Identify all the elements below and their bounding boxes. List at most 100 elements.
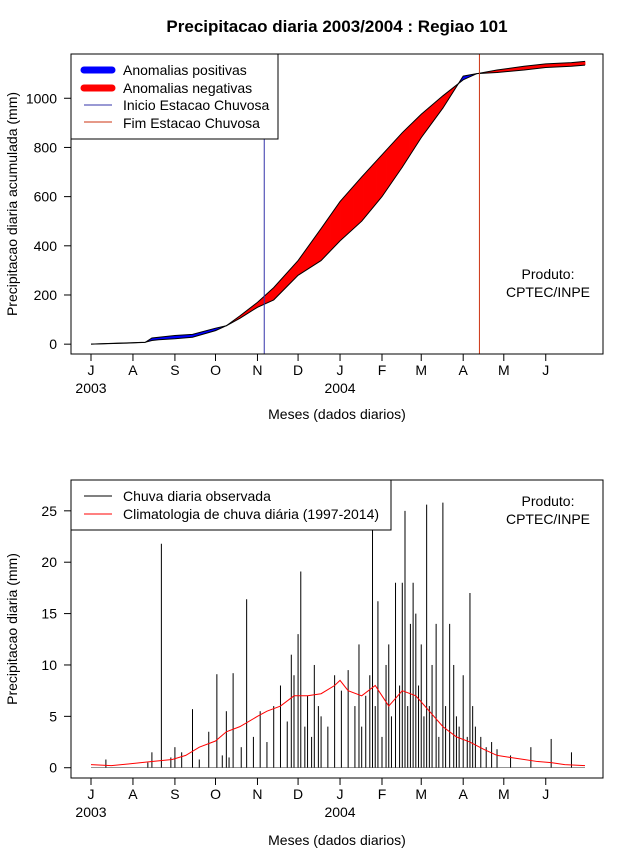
daily-axes: J A S O N D J F M A M J 2003 2004 0 5 10 15 20 25 [41, 503, 549, 820]
accumulated-y-tick-label: 400 [34, 238, 58, 254]
negative-anomaly-segment [441, 95, 444, 110]
negative-anomaly-segment [514, 67, 517, 71]
daily-x-tick-label: D [293, 786, 303, 802]
negative-anomaly-segment [563, 62, 566, 67]
negative-anomaly-segment [257, 301, 260, 308]
negative-anomaly-segment [330, 213, 333, 251]
negative-anomaly-segment [411, 122, 414, 153]
negative-anomaly-segment [302, 253, 304, 273]
negative-anomaly-segment [507, 68, 510, 72]
negative-anomaly-segment [567, 62, 570, 67]
negative-anomaly-segment [532, 65, 534, 70]
accumulated-y-axis-label: Precipitacao diaria acumulada (mm) [4, 92, 20, 316]
accumulated-x-tick-label: A [459, 362, 469, 378]
negative-anomaly-segment [317, 232, 319, 264]
legend-label-end: Fim Estacao Chuvosa [123, 115, 260, 131]
accumulated-y-tick-label: 1000 [26, 90, 57, 106]
accumulated-x-tick-label: J [542, 362, 549, 378]
negative-anomaly-segment [318, 230, 321, 263]
negative-anomaly-segment [277, 281, 280, 296]
daily-x-tick-label: S [170, 786, 179, 802]
accumulated-y-tick-label: 600 [34, 189, 58, 205]
negative-anomaly-segment [548, 63, 551, 68]
positive-anomaly-segment [160, 336, 162, 340]
negative-anomaly-segment [349, 189, 352, 233]
negative-anomaly-segment [281, 277, 284, 292]
negative-anomaly-segment [368, 168, 371, 214]
negative-anomaly-segment [383, 151, 386, 195]
negative-anomaly-segment [300, 254, 303, 274]
climatology-daily-line [90, 679, 586, 767]
negative-anomaly-segment [524, 66, 526, 70]
daily-y-axis-label: Precipitacao diaria (mm) [4, 553, 20, 705]
negative-anomaly-segment [425, 109, 428, 133]
daily-year-label: 2003 [75, 804, 106, 820]
accumulated-x-tick-label: J [337, 362, 344, 378]
negative-anomaly-segment [440, 96, 442, 112]
accumulated-y-tick-label: 800 [34, 139, 58, 155]
negative-anomaly-segment [361, 175, 364, 222]
negative-anomaly-segment [529, 65, 532, 70]
accumulated-x-tick-label: M [415, 362, 427, 378]
positive-anomaly-segment [191, 334, 193, 338]
negative-anomaly-segment [365, 171, 368, 217]
positive-anomaly-segment [170, 335, 173, 339]
negative-anomaly-segment [543, 63, 545, 68]
negative-anomaly-segment [437, 99, 440, 116]
negative-anomaly-segment [341, 198, 344, 240]
negative-anomaly-segment [436, 100, 438, 118]
negative-anomaly-segment [515, 67, 518, 71]
negative-anomaly-segment [346, 192, 349, 235]
negative-anomaly-segment [506, 68, 509, 72]
accumulated-x-tick-label: N [252, 362, 262, 378]
negative-anomaly-segment [547, 63, 549, 68]
positive-anomaly-segment [185, 334, 188, 338]
daily-x-tick-label: A [128, 786, 138, 802]
negative-anomaly-segment [497, 69, 499, 73]
negative-anomaly-segment [406, 127, 409, 161]
negative-anomaly-segment [345, 193, 348, 236]
negative-anomaly-segment [308, 243, 311, 269]
daily-x-tick-label: F [378, 786, 387, 802]
accumulated-x-tick-label: S [170, 362, 179, 378]
legend-label-start: Inicio Estacao Chuvosa [123, 97, 270, 113]
negative-anomaly-segment [258, 299, 261, 307]
daily-x-tick-label: A [459, 786, 469, 802]
daily-x-tick-label: J [88, 786, 95, 802]
daily-x-tick-label: J [542, 786, 549, 802]
negative-anomaly-segment [338, 201, 341, 243]
negative-anomaly-segment [568, 62, 571, 67]
negative-anomaly-segment [325, 220, 327, 257]
negative-anomaly-segment [356, 181, 359, 227]
negative-anomaly-segment [260, 298, 262, 307]
daily-x-tick-label: O [210, 786, 221, 802]
negative-anomaly-segment [276, 283, 279, 298]
negative-anomaly-segment [289, 268, 292, 284]
negative-anomaly-segment [288, 269, 291, 285]
accumulated-x-axis-label: Meses (dados diarios) [268, 406, 406, 422]
negative-anomaly-segment [376, 159, 379, 204]
negative-anomaly-segment [323, 222, 326, 258]
positive-anomaly-segment [166, 336, 169, 340]
negative-anomaly-segment [272, 287, 275, 301]
negative-anomaly-segment [407, 126, 410, 159]
negative-anomaly-segment [582, 61, 585, 66]
negative-anomaly-segment [576, 61, 579, 66]
negative-anomaly-segment [522, 66, 525, 71]
negative-anomaly-segment [269, 290, 272, 302]
accumulated-x-tick-label: F [378, 362, 387, 378]
negative-anomaly-segment [442, 94, 445, 109]
negative-anomaly-segment [509, 68, 511, 72]
negative-anomaly-segment [329, 215, 331, 253]
negative-anomaly-segment [556, 63, 559, 68]
accumulated-x-tick-label: A [128, 362, 138, 378]
negative-anomaly-segment [287, 271, 289, 287]
negative-anomaly-segment [498, 69, 501, 73]
negative-anomaly-segment [390, 144, 392, 185]
negative-anomaly-segment [513, 67, 516, 71]
negative-anomaly-segment [413, 120, 415, 151]
negative-anomaly-segment [291, 266, 294, 283]
negative-anomaly-segment [294, 263, 296, 280]
negative-anomaly-segment [373, 162, 376, 207]
negative-anomaly-segment [268, 291, 271, 303]
